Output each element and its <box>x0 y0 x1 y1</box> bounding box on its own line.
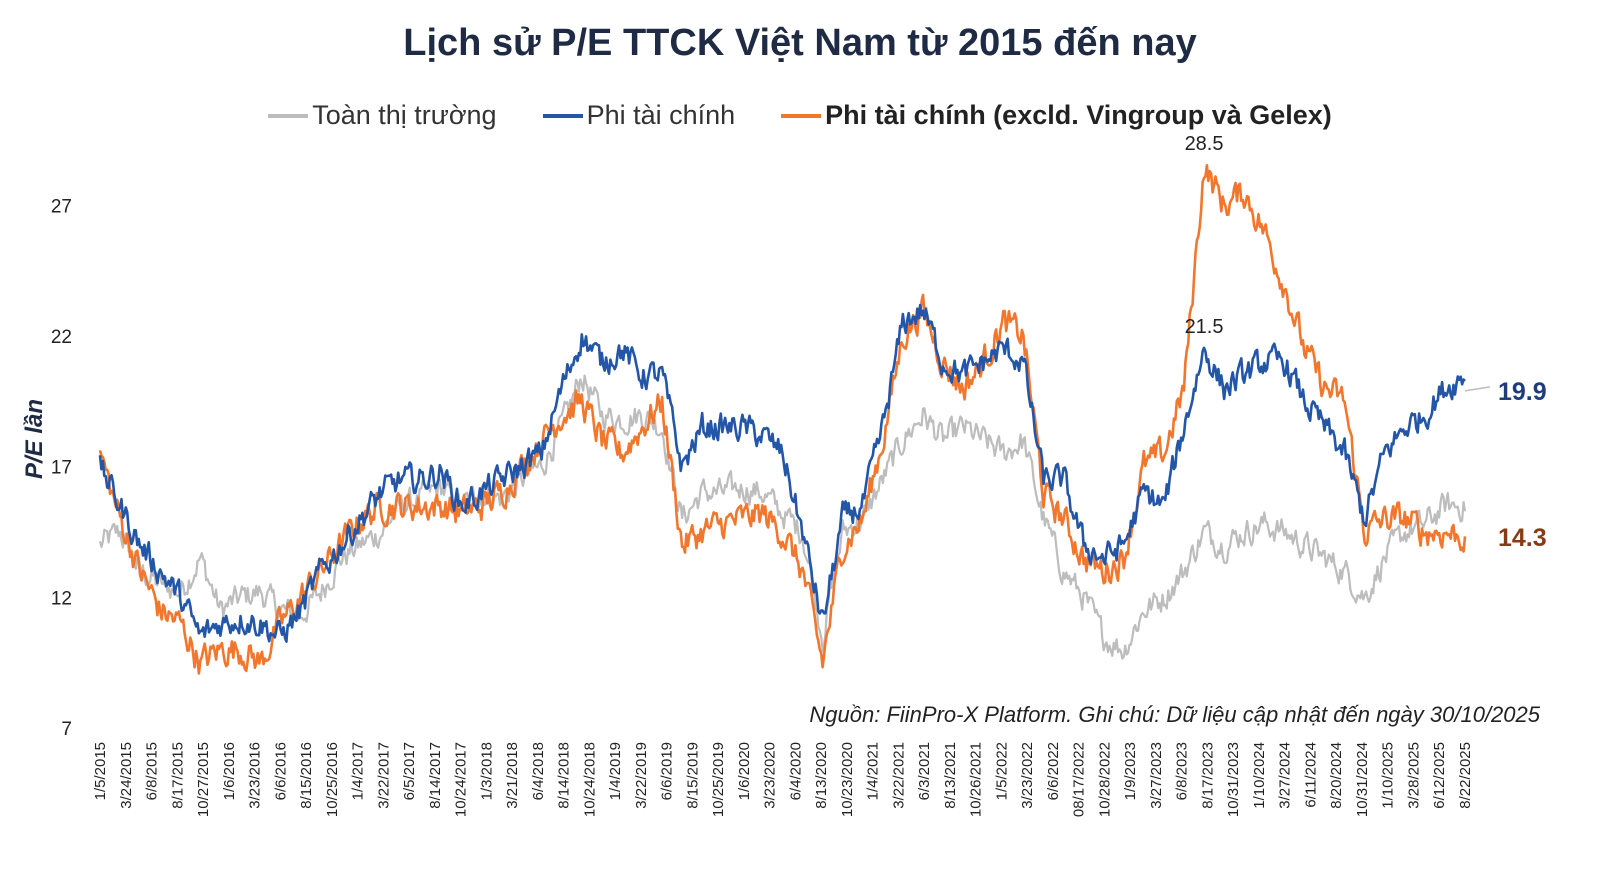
x-tick-label: 10/23/2020 <box>839 742 856 817</box>
x-tick-label: 3/24/2015 <box>118 742 135 809</box>
legend-swatch-market <box>268 113 309 118</box>
x-tick-label: 1/4/2019 <box>607 742 624 800</box>
y-tick-label: 12 <box>51 588 72 609</box>
x-tick-label: 1/5/2022 <box>993 742 1010 800</box>
y-tick-label: 17 <box>51 458 72 479</box>
legend-label-market: Toàn thị trường <box>312 100 497 130</box>
chart-title: Lịch sử P/E TTCK Việt Nam từ 2015 đến na… <box>403 22 1197 64</box>
legend-label-non-financial-excl: Phi tài chính (excld. Vingroup và Gelex) <box>825 100 1332 130</box>
x-tick-label: 3/23/2016 <box>247 742 264 809</box>
x-tick-label: 1/10/2025 <box>1380 742 1397 809</box>
x-tick-label: 8/17/2023 <box>1199 742 1216 809</box>
x-tick-label: 8/15/2016 <box>298 742 315 809</box>
x-tick-label: 6/8/2023 <box>1174 742 1191 800</box>
x-tick-label: 3/23/2022 <box>1019 742 1036 809</box>
x-tick-label: 08/17/2022 <box>1071 742 1088 817</box>
x-tick-label: 8/15/2019 <box>684 742 701 809</box>
x-tick-label: 3/22/2017 <box>375 742 392 809</box>
series-line-2 <box>98 164 1467 675</box>
x-tick-label: 8/14/2017 <box>427 742 444 809</box>
x-tick-label: 10/25/2016 <box>324 742 341 817</box>
x-tick-label: 10/24/2018 <box>581 742 598 817</box>
x-tick-label: 1/5/2015 <box>92 742 109 800</box>
x-tick-label: 1/9/2023 <box>1122 742 1139 800</box>
x-tick-label: 1/10/2024 <box>1251 742 1268 809</box>
legend-swatch-non-financial <box>542 113 583 118</box>
peak-annotation: 21.5 <box>1185 316 1224 338</box>
x-tick-label: 3/23/2020 <box>762 742 779 809</box>
x-tick-label: 1/6/2016 <box>221 742 238 800</box>
x-tick-label: 8/14/2018 <box>556 742 573 809</box>
x-tick-label: 6/4/2020 <box>787 742 804 800</box>
end-label-leader <box>1464 386 1491 392</box>
x-tick-label: 3/27/2023 <box>1148 742 1165 809</box>
y-tick-label: 22 <box>51 327 72 348</box>
legend-label-non-financial: Phi tài chính <box>586 100 736 130</box>
x-tick-label: 6/6/2016 <box>272 742 289 800</box>
legend-item-non-financial: Phi tài chính <box>542 100 736 131</box>
peak-annotation: 28.5 <box>1185 133 1224 155</box>
x-tick-label: 3/21/2018 <box>504 742 521 809</box>
x-tick-label: 6/8/2015 <box>144 742 161 800</box>
x-tick-label: 8/13/2021 <box>942 742 959 809</box>
y-tick-label: 27 <box>51 196 72 217</box>
legend-swatch-non-financial-excl <box>781 113 822 118</box>
x-tick-label: 10/31/2023 <box>1225 742 1242 817</box>
source-note: Nguồn: FiinPro-X Platform. Ghi chú: Dữ l… <box>809 702 1540 727</box>
x-tick-label: 8/22/2025 <box>1457 742 1474 809</box>
x-tick-label: 8/17/2015 <box>169 742 186 809</box>
x-tick-label: 6/12/2025 <box>1431 742 1448 809</box>
x-tick-label: 6/4/2018 <box>530 742 547 800</box>
x-tick-label: 10/28/2022 <box>1096 742 1113 817</box>
x-tick-label: 3/22/2021 <box>890 742 907 809</box>
x-tick-label: 10/31/2024 <box>1354 742 1371 817</box>
x-tick-label: 1/6/2020 <box>736 742 753 800</box>
x-tick-label: 6/11/2024 <box>1302 742 1319 808</box>
x-tick-label: 8/13/2020 <box>813 742 830 809</box>
x-tick-label: 6/6/2022 <box>1045 742 1062 800</box>
x-tick-label: 10/24/2017 <box>453 742 470 817</box>
x-tick-label: 1/4/2017 <box>350 742 367 800</box>
x-tick-label: 6/5/2017 <box>401 742 418 800</box>
legend-item-non-financial-excl: Phi tài chính (excld. Vingroup và Gelex) <box>781 100 1332 131</box>
x-tick-label: 1/4/2021 <box>865 742 882 800</box>
series-line-1 <box>98 303 1466 643</box>
end-value-label: 19.9 <box>1498 378 1547 406</box>
x-tick-label: 1/3/2018 <box>478 742 495 800</box>
x-tick-label: 8/20/2024 <box>1328 742 1345 809</box>
x-tick-label: 10/25/2019 <box>710 742 727 817</box>
x-tick-label: 3/27/2024 <box>1277 742 1294 809</box>
x-tick-label: 10/26/2021 <box>968 742 985 817</box>
x-tick-label: 3/22/2019 <box>633 742 650 809</box>
end-value-label: 14.3 <box>1498 524 1547 552</box>
legend-item-market: Toàn thị trường <box>268 100 497 131</box>
x-tick-label: 6/3/2021 <box>916 742 933 800</box>
legend: Toàn thị trường Phi tài chính Phi tài ch… <box>0 100 1600 131</box>
x-tick-label: 10/27/2015 <box>195 742 212 817</box>
x-tick-label: 3/28/2025 <box>1405 742 1422 809</box>
y-tick-label: 7 <box>61 719 72 740</box>
series-line-0 <box>98 374 1467 660</box>
x-tick-label: 6/6/2019 <box>659 742 676 800</box>
